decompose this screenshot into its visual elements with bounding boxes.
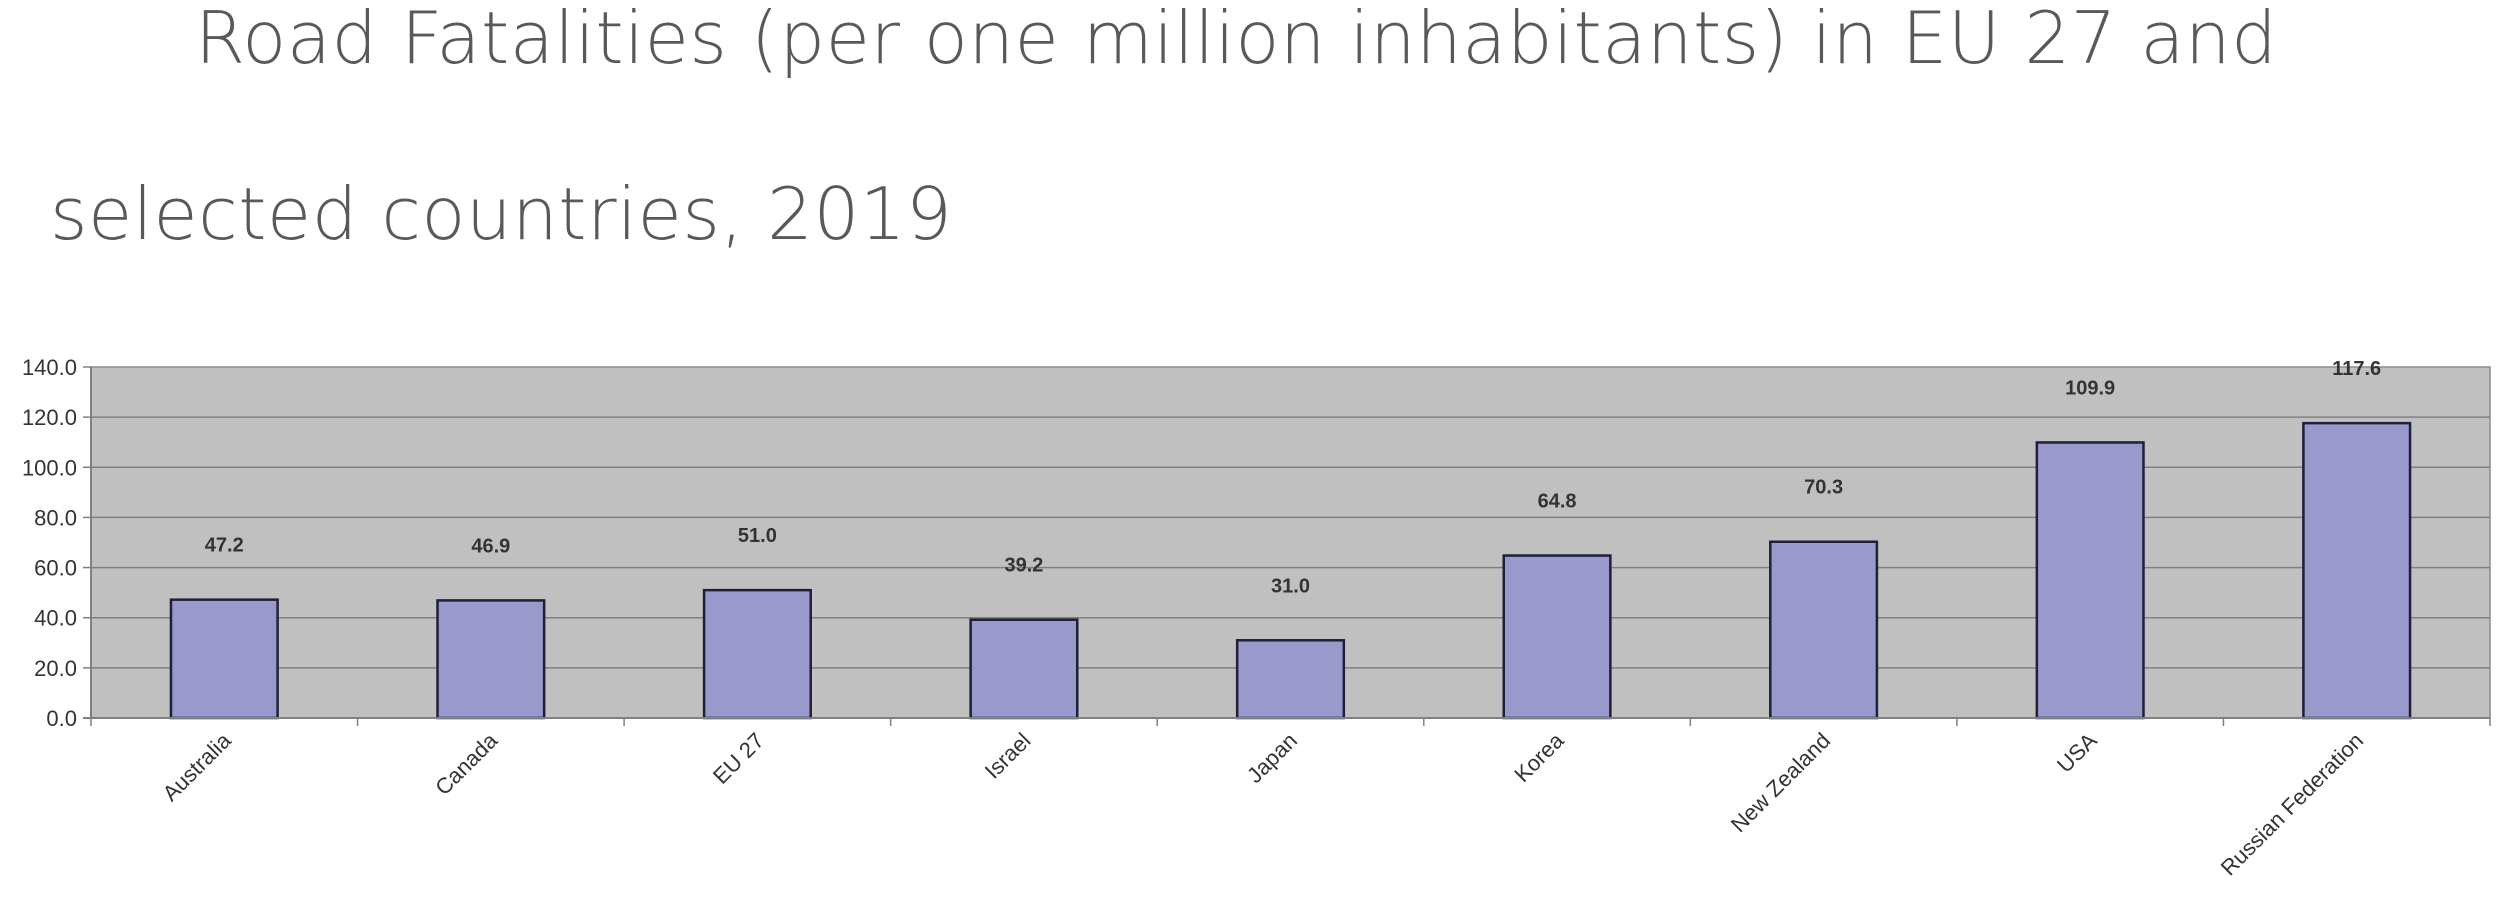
x-tick-label: USA [2052, 728, 2102, 778]
x-tick-label: EU 27 [708, 728, 769, 789]
y-tick-label: 80.0 [34, 505, 77, 530]
bar [969, 618, 1079, 720]
data-label: 70.3 [1804, 477, 1843, 499]
data-label: 51.0 [738, 525, 777, 547]
data-label: 39.2 [1004, 555, 1043, 577]
y-tick-label: 40.0 [34, 606, 77, 631]
chart-title-line-2: selected countries, 2019 [50, 172, 953, 256]
bars [169, 421, 2412, 720]
bar [2035, 441, 2145, 720]
axes [83, 366, 2491, 726]
data-label: 64.8 [1538, 491, 1577, 513]
data-label: 117.6 [2332, 358, 2381, 380]
x-tick-label: Canada [430, 727, 503, 800]
bar [169, 598, 279, 720]
x-tick-label: Russian Federation [2216, 728, 2369, 881]
data-label: 47.2 [205, 535, 244, 557]
y-tick-label: 140.0 [22, 355, 77, 380]
x-tick-label: Korea [1509, 727, 1569, 787]
x-tick-label: Australia [158, 727, 237, 806]
chart-title-line-1: Road Fatalities (per one million inhabit… [195, 0, 2278, 80]
data-label: 109.9 [2065, 377, 2115, 399]
x-tick-label: Israel [980, 728, 1036, 784]
bar [436, 599, 546, 720]
bar [702, 588, 812, 720]
bar [1769, 540, 1879, 720]
x-tick-label: Japan [1242, 728, 1302, 788]
y-tick-label: 120.0 [22, 405, 77, 430]
bar [1502, 554, 1612, 720]
data-label: 31.0 [1271, 575, 1310, 597]
y-tick-label: 0.0 [46, 706, 77, 731]
y-tick-label: 100.0 [22, 455, 77, 480]
bar [1235, 639, 1346, 720]
y-tick-label: 60.0 [34, 556, 77, 581]
y-tick-label: 20.0 [34, 656, 77, 681]
x-tick-label: New Zealand [1726, 728, 1835, 837]
data-label: 46.9 [471, 535, 510, 557]
bar [2302, 421, 2412, 720]
